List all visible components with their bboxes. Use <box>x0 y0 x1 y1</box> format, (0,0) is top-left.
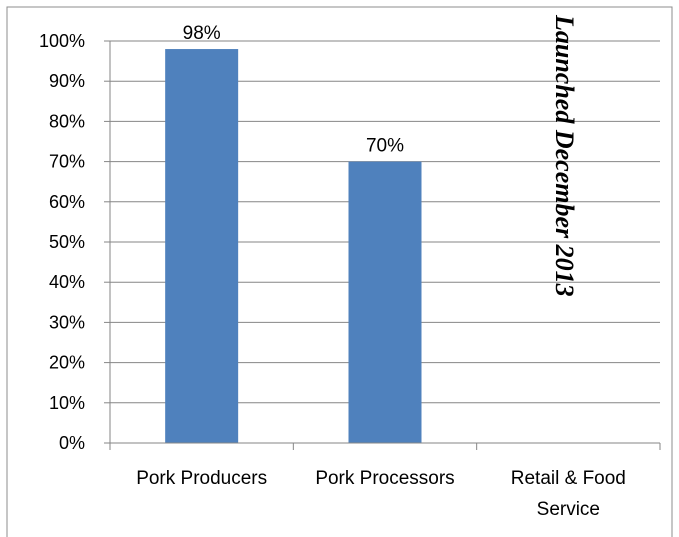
data-label: 70% <box>366 136 404 157</box>
bar <box>165 49 239 443</box>
x-tick-label: Retail & Food Service <box>511 468 626 520</box>
y-tick-label: 50% <box>49 232 85 252</box>
y-tick-label: 70% <box>49 152 85 172</box>
y-tick-label: 40% <box>49 272 85 292</box>
y-tick-label: 90% <box>49 71 85 91</box>
chart-border <box>6 6 673 537</box>
x-tick-label: Pork Producers <box>136 468 267 489</box>
y-tick-label: 100% <box>39 31 85 51</box>
y-tick-label: 10% <box>49 393 85 413</box>
launch-annotation: Launched December 2013 <box>550 14 579 297</box>
y-tick-label: 30% <box>49 312 85 332</box>
x-tick-label: Pork Processors <box>315 468 454 489</box>
data-label: 98% <box>183 23 221 44</box>
y-tick-label: 20% <box>49 353 85 373</box>
y-tick-label: 60% <box>49 192 85 212</box>
y-tick-label: 80% <box>49 111 85 131</box>
y-tick-label: 0% <box>59 433 85 453</box>
bar <box>348 161 422 443</box>
